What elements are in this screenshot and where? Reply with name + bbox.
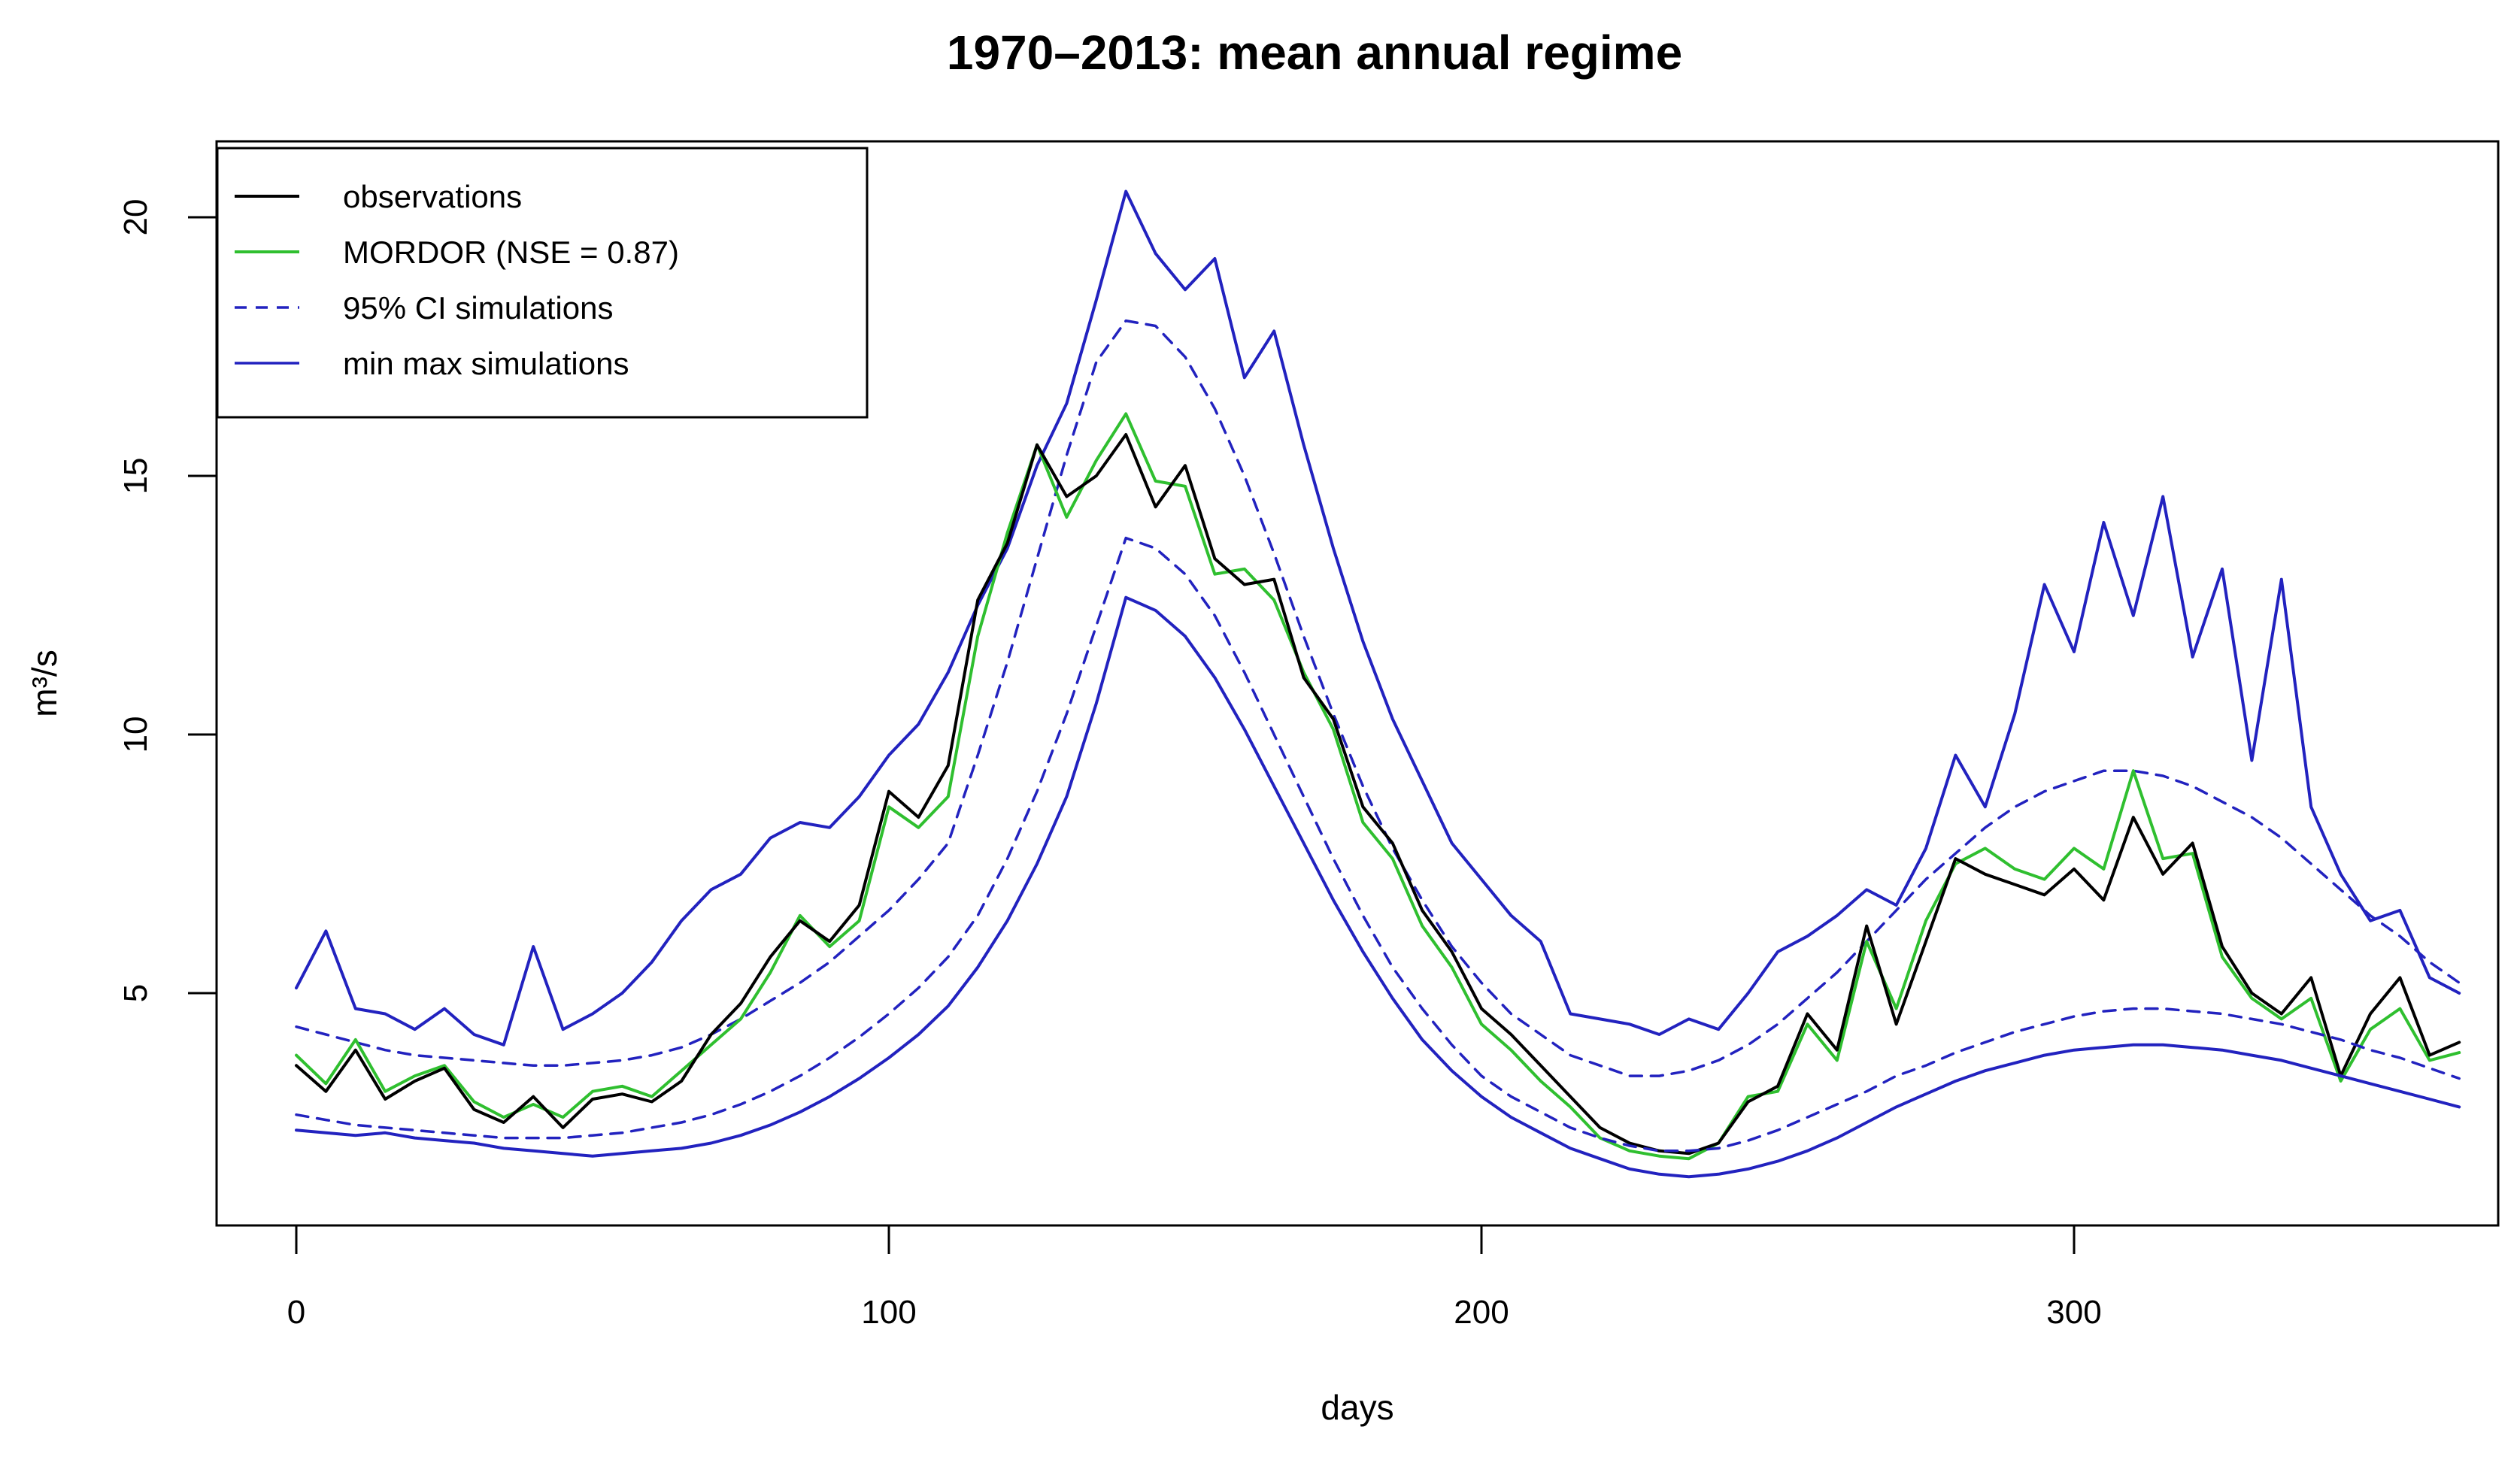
legend: observations MORDOR (NSE = 0.87) 95% CI … [216,147,869,419]
y-axis: 5 10 15 20 [117,199,217,1002]
x-axis: 0 100 200 300 [287,1225,2102,1331]
series-line-ci-upper [295,319,2461,1077]
legend-item-observations: observations [235,179,522,214]
chart-title: 1970–2013: mean annual regime [947,26,1682,80]
series-line-observations [295,433,2461,1156]
legend-item-minmax-simulations: min max simulations [235,346,629,381]
y-tick-label-5: 5 [117,984,154,1002]
y-tick-label-10: 10 [117,716,154,753]
legend-label-ci-simulations: 95% CI simulations [343,290,613,326]
series-line-mordor [295,412,2461,1161]
y-axis-title: m³/s [25,650,64,716]
x-tick-label-100: 100 [861,1294,916,1331]
legend-item-ci-simulations: 95% CI simulations [235,290,613,326]
legend-label-observations: observations [343,179,522,214]
series-line-min-simulations [295,595,2461,1179]
series-line-max-simulations [295,189,2461,1047]
x-tick-label-200: 200 [1454,1294,1509,1331]
x-tick-label-300: 300 [2046,1294,2101,1331]
legend-label-minmax-simulations: min max simulations [343,346,629,381]
y-tick-label-20: 20 [117,199,154,236]
legend-item-mordor: MORDOR (NSE = 0.87) [235,235,679,270]
series-line-ci-lower [295,536,2461,1153]
x-axis-title: days [1321,1388,1393,1427]
x-tick-label-0: 0 [287,1294,305,1331]
legend-label-mordor: MORDOR (NSE = 0.87) [343,235,679,270]
y-tick-label-15: 15 [117,458,154,495]
legend-box [216,147,869,419]
series-lines [295,189,2461,1179]
plot-box [215,140,2500,1227]
